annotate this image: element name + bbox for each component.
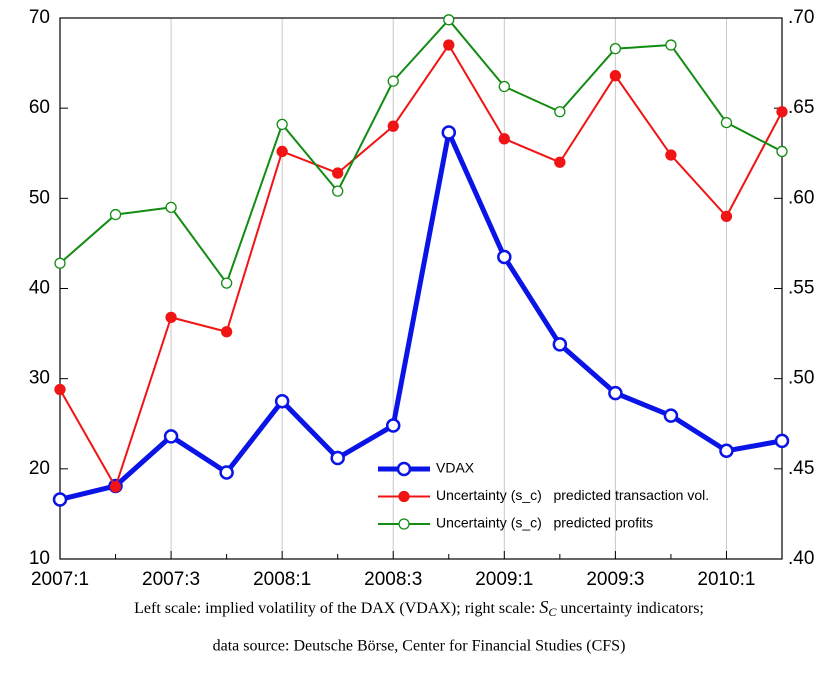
x-tick-label: 2007:3 xyxy=(142,569,200,590)
x-tick-label: 2007:1 xyxy=(31,569,89,590)
point-marker xyxy=(609,70,622,82)
caption-subscript: C xyxy=(548,605,557,619)
point-marker xyxy=(54,257,66,269)
x-tick-label: 2009:3 xyxy=(586,569,644,590)
point-marker xyxy=(220,277,233,289)
y-tick-label: 10 xyxy=(29,548,50,569)
legend-label: VDAX xyxy=(436,460,475,476)
x-tick-label: 2010:1 xyxy=(697,569,755,590)
point-marker xyxy=(554,156,566,168)
x-tick-label: 2008:3 xyxy=(364,569,422,590)
point-marker xyxy=(276,118,288,131)
y-tick-label: 20 xyxy=(29,458,50,479)
legend-label: Uncertainty (s_c) predicted transaction … xyxy=(436,487,709,503)
legend-marker xyxy=(396,461,412,477)
point-marker xyxy=(165,311,177,324)
legend-marker xyxy=(398,490,410,503)
y-tick-label: 40 xyxy=(29,278,50,299)
point-marker xyxy=(274,393,290,409)
point-marker xyxy=(163,429,179,444)
series-line xyxy=(59,18,783,285)
x-tick-label: 2008:1 xyxy=(253,569,311,590)
point-marker xyxy=(276,145,288,158)
point-marker xyxy=(719,443,734,459)
point-marker xyxy=(665,149,677,161)
point-marker xyxy=(387,120,399,132)
point-marker xyxy=(219,465,234,480)
point-marker xyxy=(332,185,344,197)
caption-symbol: S xyxy=(539,597,548,617)
y2-tick-label: .40 xyxy=(788,548,814,569)
caption-text: uncertainty indicators; xyxy=(556,600,704,617)
y2-tick-label: .55 xyxy=(788,278,814,299)
y2-tick-label: .70 xyxy=(788,7,814,28)
y-tick-label: 50 xyxy=(29,187,50,208)
point-marker xyxy=(443,14,455,26)
y2-tick-label: .50 xyxy=(788,368,814,389)
point-marker xyxy=(608,385,623,401)
point-marker xyxy=(663,408,679,423)
x-tick-label: 2009:1 xyxy=(475,569,533,590)
legend-label: Uncertainty (s_c) predicted profits xyxy=(436,515,653,531)
point-marker xyxy=(387,75,399,87)
y2-tick-label: .60 xyxy=(788,187,814,208)
point-marker xyxy=(498,133,510,145)
caption-line-1: Left scale: implied volatility of the DA… xyxy=(134,597,704,619)
point-marker xyxy=(385,418,401,433)
point-marker xyxy=(220,326,233,338)
point-marker xyxy=(609,43,622,55)
point-marker xyxy=(665,39,677,51)
legend-marker xyxy=(398,518,410,530)
point-marker xyxy=(552,337,568,352)
caption-text: Left scale: implied volatility of the DA… xyxy=(134,600,539,617)
series-line xyxy=(59,130,783,502)
point-marker xyxy=(165,201,177,214)
point-marker xyxy=(776,145,788,158)
point-marker xyxy=(498,80,510,93)
y-tick-label: 70 xyxy=(29,7,50,28)
point-marker xyxy=(720,116,733,129)
point-marker xyxy=(109,208,122,221)
point-marker xyxy=(776,106,788,118)
point-marker xyxy=(330,450,345,466)
point-marker xyxy=(441,125,457,140)
plot-frame xyxy=(59,17,783,560)
y-tick-label: 30 xyxy=(29,368,50,389)
point-marker xyxy=(54,383,66,396)
point-marker xyxy=(497,249,512,265)
point-marker xyxy=(52,492,68,507)
y2-tick-label: .45 xyxy=(788,458,814,479)
point-marker xyxy=(720,210,733,223)
point-marker xyxy=(109,481,122,493)
point-marker xyxy=(332,167,344,179)
point-marker xyxy=(443,39,455,51)
point-marker xyxy=(774,433,790,449)
series-line xyxy=(59,44,783,488)
caption-line-2: data source: Deutsche Börse, Center for … xyxy=(213,638,626,655)
y-tick-label: 60 xyxy=(29,97,50,118)
point-marker xyxy=(554,106,566,118)
y2-tick-label: .65 xyxy=(788,97,814,118)
